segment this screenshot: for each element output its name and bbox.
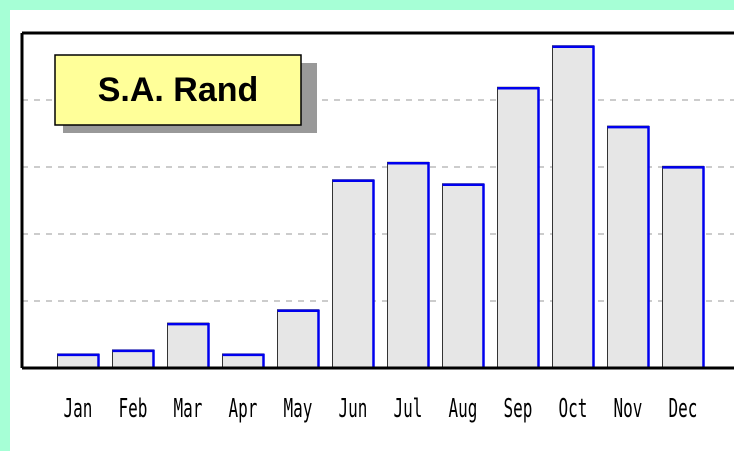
bar xyxy=(277,309,319,369)
bar-edge xyxy=(332,179,375,368)
bar xyxy=(662,165,704,369)
bar xyxy=(552,45,594,369)
x-tick-label: Jun xyxy=(339,394,368,424)
bar xyxy=(497,86,539,369)
x-tick-label: Nov xyxy=(614,394,643,424)
x-tick-label: Mar xyxy=(174,394,203,424)
bar-edge xyxy=(552,45,595,368)
bar-edge xyxy=(277,309,320,368)
bar xyxy=(607,125,649,369)
bar-edge xyxy=(57,353,100,368)
bar xyxy=(387,161,429,369)
x-tick-label: Jul xyxy=(394,394,423,424)
bar-edge xyxy=(607,125,650,368)
bar xyxy=(112,349,154,369)
x-tick-label: May xyxy=(284,394,313,424)
bar xyxy=(332,179,374,369)
x-tick-label: Dec xyxy=(669,394,698,424)
bars xyxy=(57,45,705,369)
legend-box xyxy=(54,54,302,126)
bar-edge xyxy=(167,322,210,368)
legend-label: S.A. Rand xyxy=(98,71,259,109)
bar-edge xyxy=(662,166,705,368)
bar-edge xyxy=(222,353,265,368)
bar xyxy=(167,322,209,369)
bar-edge xyxy=(497,87,540,368)
x-tick-label: Aug xyxy=(449,394,478,424)
bar-edge xyxy=(387,162,430,368)
x-tick-label: Apr xyxy=(229,394,258,424)
x-tick-label: Jan xyxy=(64,394,93,424)
x-tick-label: Sep xyxy=(504,394,533,424)
x-labels: Jan Feb Mar Apr May Jun Jul Aug Sep Oct Nov Dec xyxy=(64,394,698,424)
x-tick-label: Oct xyxy=(559,394,588,424)
bar xyxy=(442,183,484,369)
x-tick-label: Feb xyxy=(119,394,148,424)
bar-edge xyxy=(442,183,485,368)
bar-edge xyxy=(112,349,155,368)
